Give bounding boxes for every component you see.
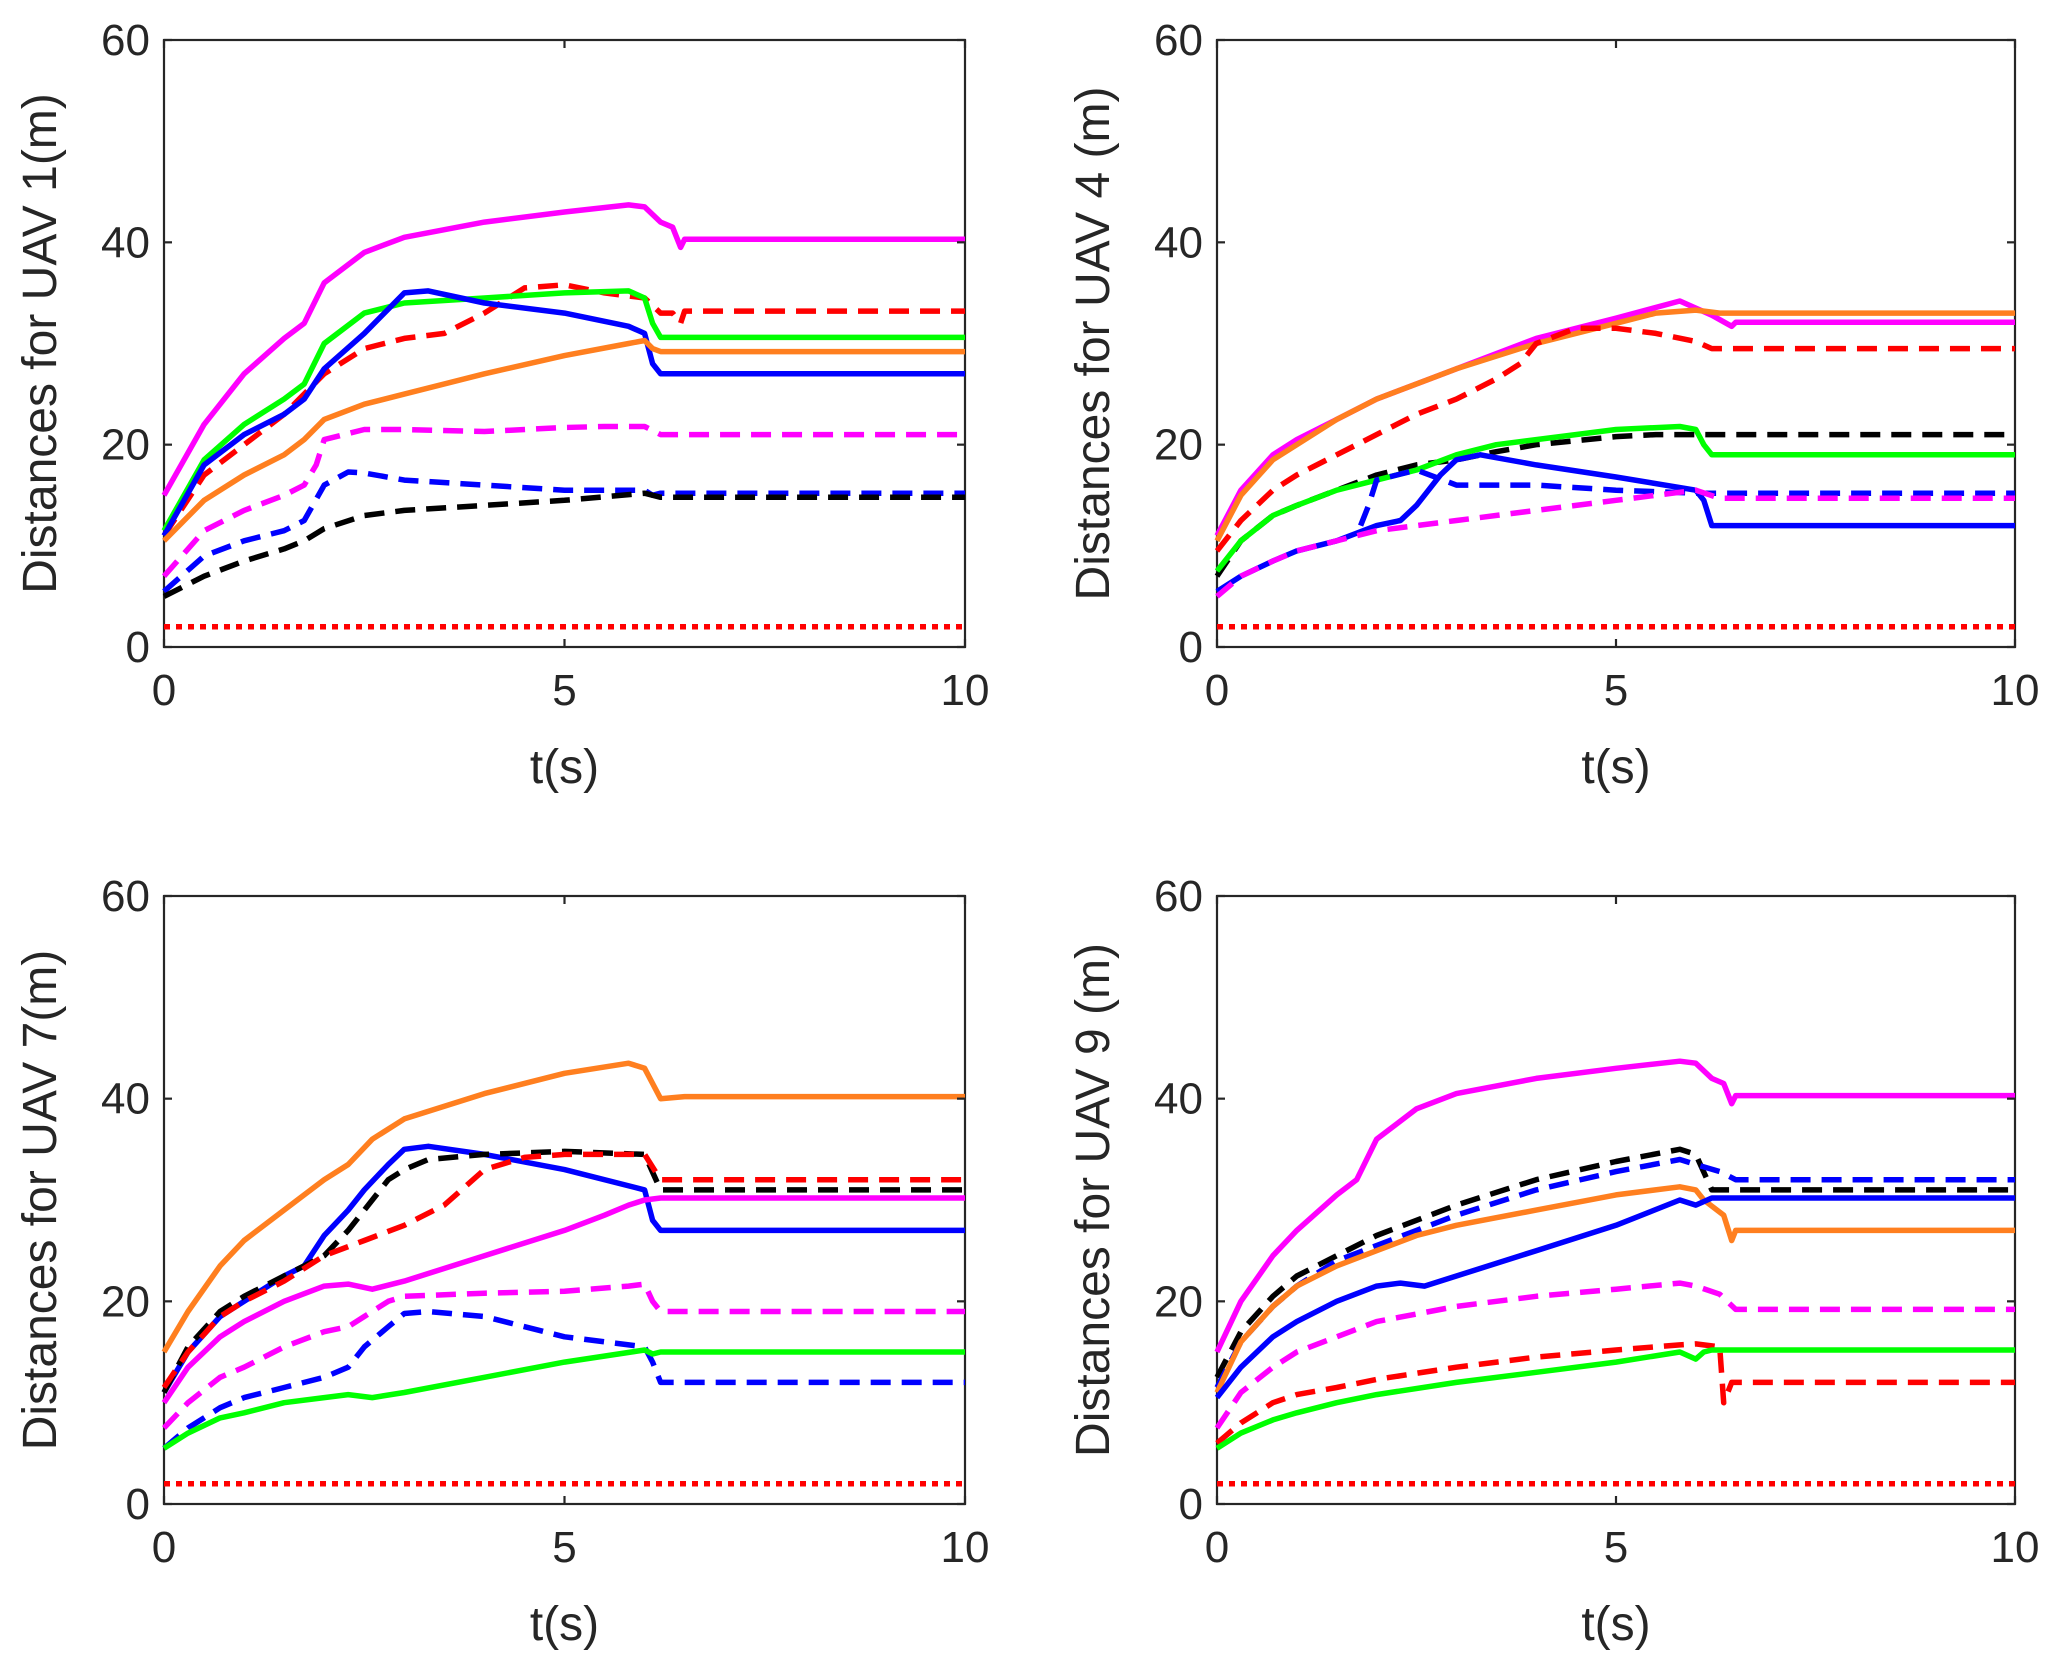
y-axis-label: Distances for UAV 1(m) bbox=[14, 93, 67, 594]
x-tick-label: 10 bbox=[941, 666, 990, 715]
series-line-red-dashed bbox=[161, 1151, 965, 1390]
series-line-black-dashed bbox=[162, 490, 965, 599]
y-tick-label: 20 bbox=[1154, 421, 1203, 470]
x-axis-label: t(s) bbox=[530, 1598, 599, 1651]
series-line-magenta-solid bbox=[161, 202, 965, 497]
x-axis-label: t(s) bbox=[530, 741, 599, 794]
chart-panel-4: 0 5 10 0 20 40 60 t(s) Distances for UAV 9 (m) bbox=[1067, 872, 2039, 1651]
series-line-black-dashed bbox=[161, 1148, 965, 1394]
series-line-green-solid bbox=[162, 1347, 965, 1451]
x-tick-label: 0 bbox=[1205, 1523, 1229, 1572]
x-tick-label: 10 bbox=[941, 1523, 990, 1572]
series-line-magenta-solid bbox=[1214, 298, 2015, 537]
series-line-orange-solid bbox=[162, 337, 965, 543]
y-tick-label: 60 bbox=[101, 872, 150, 921]
y-tick-label: 40 bbox=[1154, 1075, 1203, 1124]
series-line-orange-solid bbox=[1214, 1184, 2015, 1394]
series-line-orange-solid bbox=[1214, 307, 2015, 543]
plot-area bbox=[162, 38, 967, 649]
y-tick-label: 60 bbox=[1154, 16, 1203, 65]
y-tick-label: 20 bbox=[1154, 1277, 1203, 1326]
series-line-green-solid bbox=[1214, 423, 2015, 573]
series-line-magenta-solid bbox=[1214, 1058, 2015, 1354]
x-tick-label: 0 bbox=[152, 666, 176, 715]
series-line-red-dashed bbox=[1214, 325, 2015, 553]
x-tick-label: 5 bbox=[552, 666, 576, 715]
y-axis-label: Distances for UAV 4 (m) bbox=[1067, 87, 1120, 601]
y-tick-label: 0 bbox=[1179, 1480, 1203, 1529]
series-line-blue-solid bbox=[161, 1143, 965, 1394]
y-tick-label: 0 bbox=[126, 623, 150, 672]
x-tick-label: 5 bbox=[1604, 666, 1628, 715]
y-tick-label: 0 bbox=[126, 1480, 150, 1529]
x-tick-label: 0 bbox=[152, 1523, 176, 1572]
x-tick-label: 5 bbox=[552, 1523, 576, 1572]
series-line-magenta-dashed bbox=[1214, 1280, 2015, 1430]
y-tick-label: 40 bbox=[101, 1075, 150, 1124]
y-tick-label: 20 bbox=[101, 1277, 150, 1326]
x-axis-label: t(s) bbox=[1581, 741, 1650, 794]
y-tick-label: 60 bbox=[101, 16, 150, 65]
series-line-blue-solid bbox=[161, 288, 965, 538]
series-line-magenta-dashed bbox=[1215, 487, 2015, 599]
x-tick-label: 0 bbox=[1205, 666, 1229, 715]
series-line-green-solid bbox=[1215, 1347, 2015, 1451]
series-line-black-dashed bbox=[1214, 1146, 2015, 1379]
x-axis-label: t(s) bbox=[1581, 1598, 1650, 1651]
series-line-magenta-solid bbox=[161, 1195, 965, 1405]
x-tick-label: 10 bbox=[1991, 1523, 2040, 1572]
plot-area bbox=[1215, 38, 2017, 649]
chart-panel-2: 0 5 10 0 20 40 60 t(s) Distances for UAV 4 (m) bbox=[1067, 16, 2039, 794]
y-tick-label: 20 bbox=[101, 421, 150, 470]
y-tick-label: 40 bbox=[1154, 218, 1203, 267]
y-tick-label: 0 bbox=[1179, 623, 1203, 672]
x-tick-label: 5 bbox=[1604, 1523, 1628, 1572]
series-line-green-solid bbox=[161, 288, 965, 533]
series-line-blue-solid bbox=[1214, 1195, 2015, 1400]
y-tick-label: 40 bbox=[101, 218, 150, 267]
series-line-orange-solid bbox=[161, 1060, 965, 1354]
y-axis-label: Distances for UAV 9 (m) bbox=[1067, 943, 1120, 1457]
x-tick-label: 10 bbox=[1991, 666, 2040, 715]
series-line-red-dashed bbox=[1215, 1341, 2015, 1446]
chart-panel-1: 0 5 10 0 20 40 60 t(s) Distances for UAV 1(m) bbox=[14, 16, 989, 794]
y-tick-label: 60 bbox=[1154, 872, 1203, 921]
series-line-magenta-dashed bbox=[162, 1281, 965, 1430]
chart-panel-3: 0 5 10 0 20 40 60 t(s) Distances for UAV 7(m) bbox=[14, 872, 989, 1651]
y-axis-label: Distances for UAV 7(m) bbox=[14, 950, 67, 1451]
series-line-magenta-dashed bbox=[161, 423, 965, 579]
